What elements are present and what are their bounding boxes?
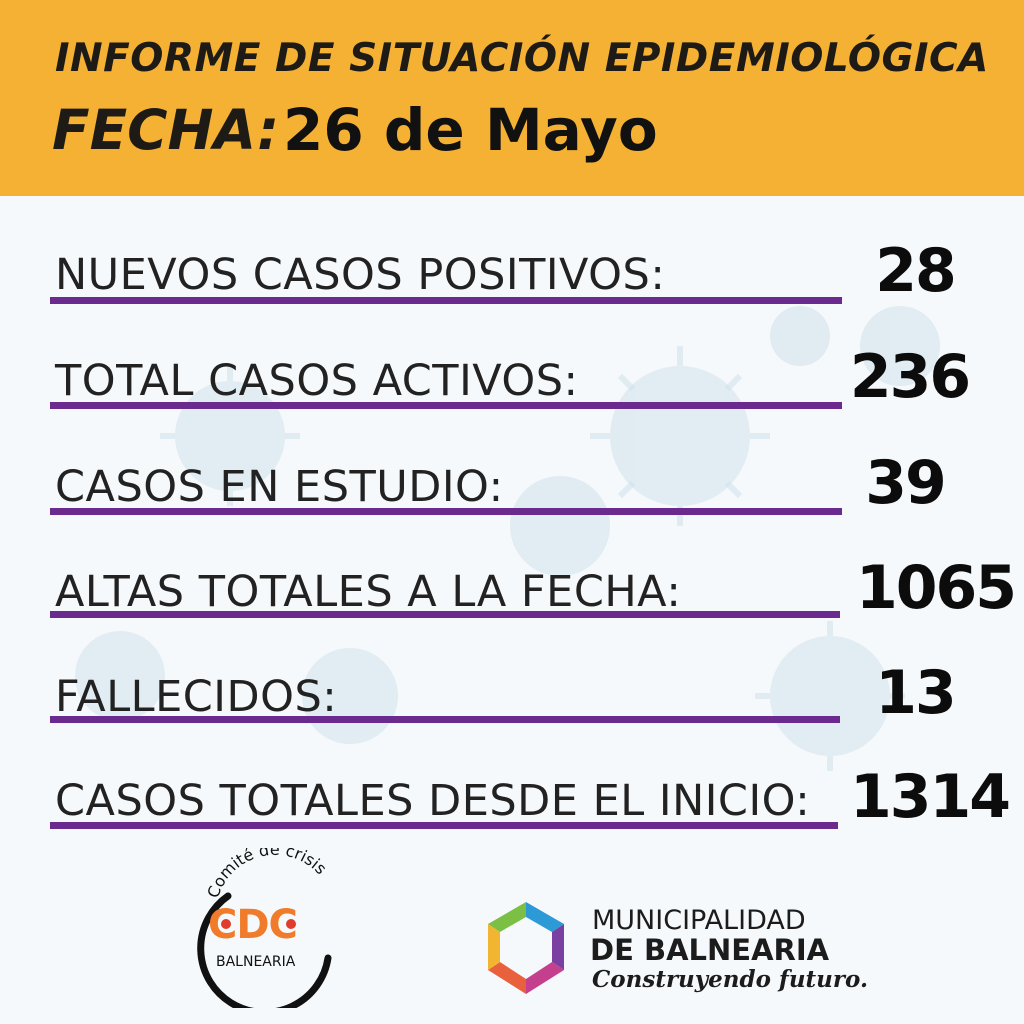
report-header: INFORME DE SITUACIÓN EPIDEMIOLÓGICA FECH…	[0, 0, 1024, 196]
stat-label: FALLECIDOS:	[55, 672, 338, 722]
report-date: 26 de Mayo	[283, 96, 658, 164]
stat-value: 1314	[850, 762, 1011, 832]
municipality-name-line2: DE BALNEARIA	[590, 933, 830, 967]
stat-label: CASOS EN ESTUDIO:	[55, 462, 504, 512]
report-title: INFORME DE SITUACIÓN EPIDEMIOLÓGICA	[55, 36, 989, 81]
cdc-city: BALNEARIA	[216, 954, 296, 970]
stat-label: NUEVOS CASOS POSITIVOS:	[55, 250, 666, 300]
stat-row-cases-under-study: CASOS EN ESTUDIO: 39	[0, 448, 1024, 562]
stat-row-total-discharges: ALTAS TOTALES A LA FECHA: 1065	[0, 553, 1024, 667]
stat-underline	[50, 716, 840, 723]
municipality-slogan: Construyendo futuro.	[592, 966, 868, 993]
stat-underline	[50, 822, 838, 829]
stat-value: 39	[865, 448, 947, 518]
date-label: FECHA:	[52, 98, 280, 162]
stat-underline	[50, 402, 842, 409]
stat-row-total-cases-since-start: CASOS TOTALES DESDE EL INICIO: 1314	[0, 762, 1024, 876]
stat-row-new-positive-cases: NUEVOS CASOS POSITIVOS: 28	[0, 236, 1024, 350]
stat-underline	[50, 508, 842, 515]
stat-row-deceased: FALLECIDOS: 13	[0, 658, 1024, 772]
stat-label: ALTAS TOTALES A LA FECHA:	[55, 567, 682, 617]
stat-underline	[50, 611, 840, 618]
stat-label: CASOS TOTALES DESDE EL INICIO:	[55, 776, 811, 826]
stat-underline	[50, 297, 842, 304]
stat-value: 13	[875, 658, 957, 728]
stat-row-total-active-cases: TOTAL CASOS ACTIVOS: 236	[0, 342, 1024, 456]
cdc-crisis-committee-logo: Comité de crisis CDC BALNEARIA	[197, 848, 332, 1008]
cdc-arc-text: Comité de crisis	[203, 848, 330, 900]
municipality-name-line1: MUNICIPALIDAD	[592, 905, 806, 936]
stat-label: TOTAL CASOS ACTIVOS:	[55, 356, 579, 406]
stat-value: 1065	[856, 553, 1017, 623]
stat-value: 28	[875, 236, 957, 306]
municipality-hexagon-icon	[488, 902, 564, 994]
stat-value: 236	[849, 342, 971, 412]
